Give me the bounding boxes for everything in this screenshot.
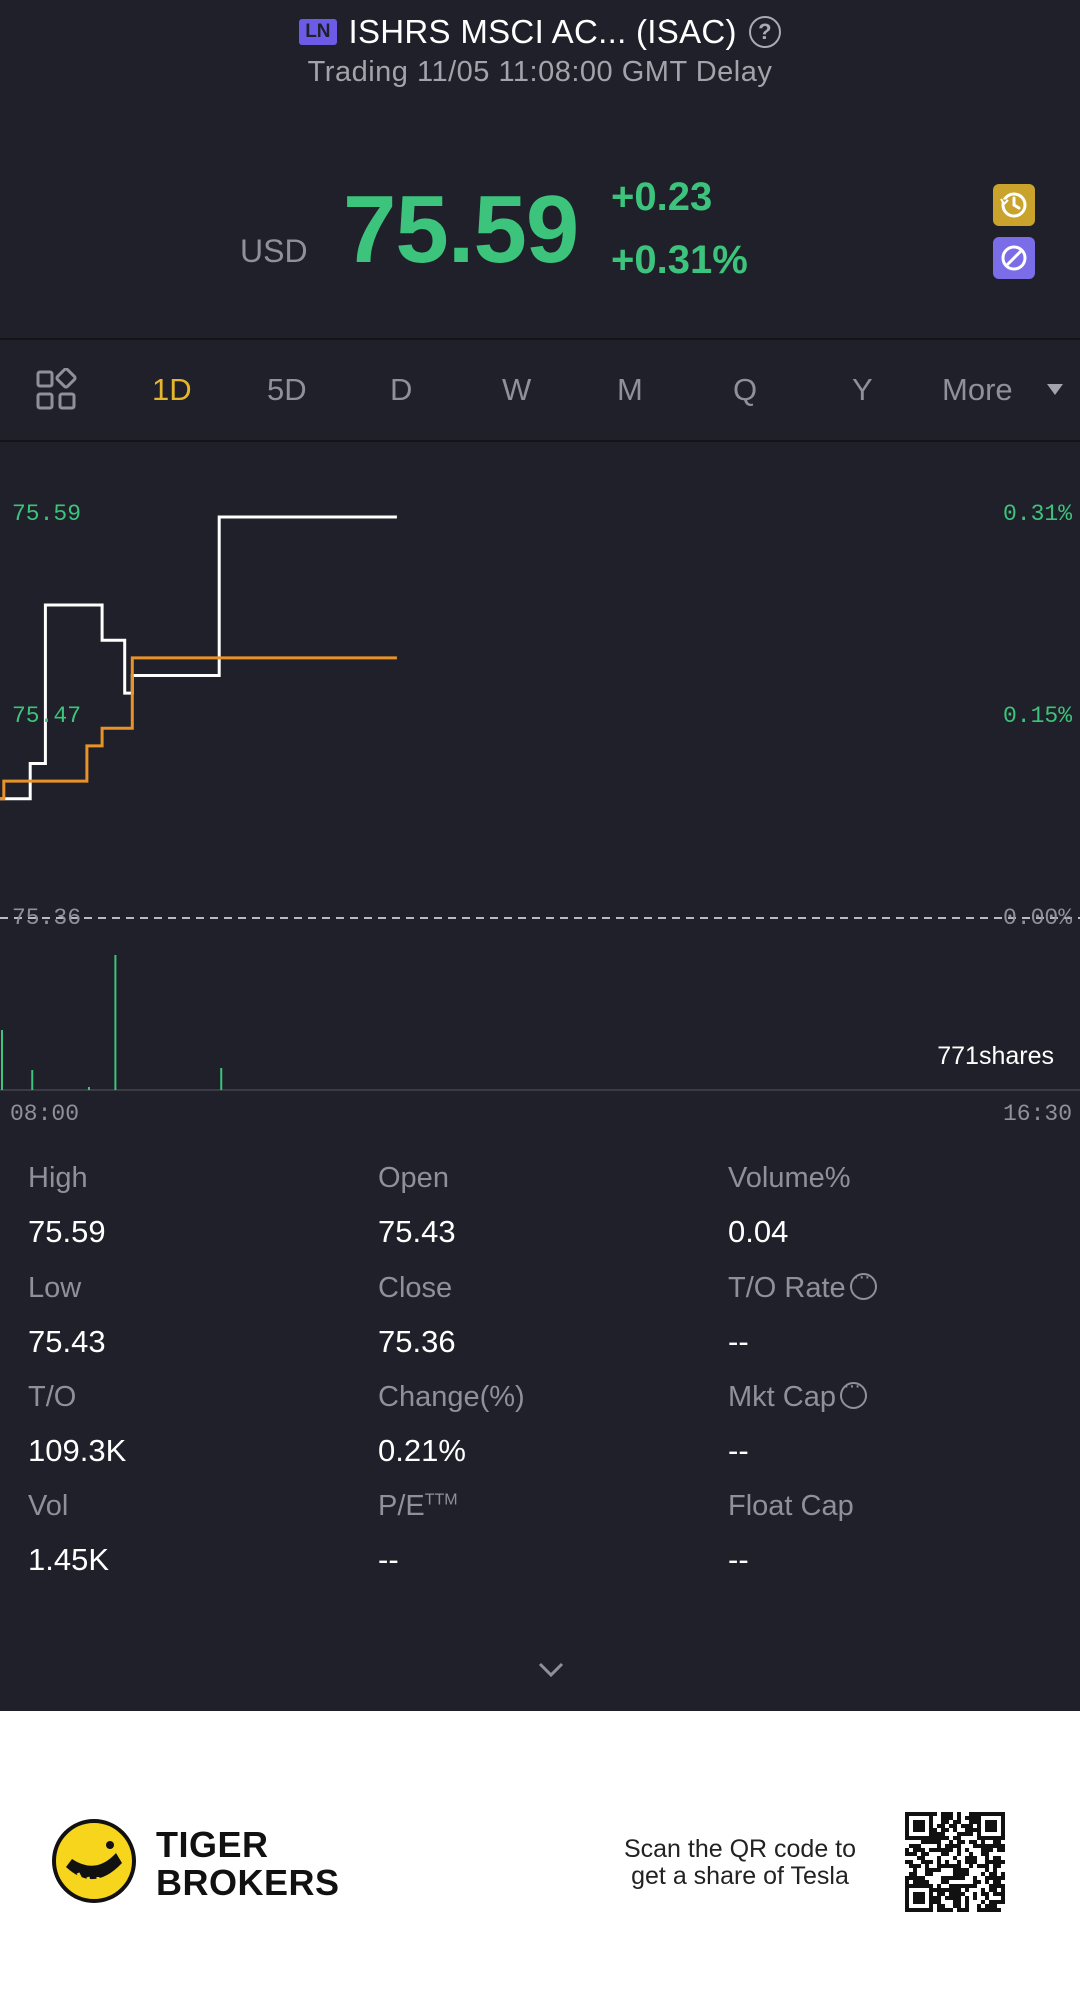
stat-label-text: T/O Rate [728,1272,846,1304]
tab-d[interactable]: D [390,372,413,407]
promo-line-1: Scan the QR code to [623,1835,857,1863]
stat-label-text: Close [378,1272,453,1304]
y-tick-left: 75.59 [12,501,81,527]
brand-line-1: TIGER [156,1824,269,1865]
x-tick-start: 08:00 [10,1101,79,1127]
stat-label: T/O [28,1381,76,1414]
currency-label: USD [240,233,308,269]
stat-label: Volume% [728,1162,851,1195]
stat-label-text: P/E [378,1490,425,1522]
history-clock-icon[interactable] [993,184,1035,226]
promo-footer [0,1711,1080,2013]
tab-5d[interactable]: 5D [267,372,307,407]
stat-label: Mkt Cap [728,1375,867,1414]
trading-status: Trading 11/05 11:08:00 GMT Delay [307,56,773,88]
grid-layout-icon[interactable] [34,367,78,412]
tab-more[interactable]: More [942,372,1013,407]
divider [0,440,1080,442]
stat-value: -- [728,1433,749,1468]
y-tick-right: 0.31% [1003,501,1072,527]
stat-value: 75.59 [28,1214,106,1249]
stat-label: High [28,1162,88,1195]
stat-label: Change(%) [378,1381,525,1414]
qr-code [905,1812,1005,1912]
stat-value: 0.04 [728,1214,789,1249]
stat-value: 75.36 [378,1324,456,1359]
stat-label-sup: TTM [424,1491,458,1509]
x-tick-end: 16:30 [1003,1101,1072,1127]
stat-value: -- [378,1542,399,1577]
stock-title[interactable]: ISHRS MSCI AC... (ISAC) [348,13,737,50]
stat-label-text: T/O [28,1381,77,1413]
tab-y[interactable]: Y [852,372,873,407]
brand-name: TIGER BROKERS [156,1826,340,1902]
tab-q[interactable]: Q [733,372,758,407]
stat-label-text: High [28,1162,88,1194]
more-info-icon[interactable] [849,1266,877,1300]
stat-value: -- [728,1324,749,1359]
caret-down-icon[interactable] [1047,384,1063,395]
stat-label: Float Cap [728,1490,854,1523]
stat-label: Vol [28,1490,68,1523]
stat-value: 109.3K [28,1433,127,1468]
stat-value: 1.45K [28,1542,110,1577]
average-line [0,656,397,801]
promo-line-2: get a share of Tesla [631,1862,849,1890]
question-icon[interactable]: ? [748,16,781,48]
stat-label-text: Volume% [728,1162,851,1194]
tab-1d[interactable]: 1D [152,372,192,407]
y-tick-right: 0.00% [1003,905,1072,931]
stat-label-text: Float Cap [728,1490,854,1522]
stat-value: 75.43 [28,1324,106,1359]
tab-w[interactable]: W [502,372,532,407]
stat-value: -- [728,1542,749,1577]
stat-label: Low [28,1272,81,1305]
stat-label: Close [378,1272,452,1305]
promo-text: Scan the QR code to get a share of Tesla [590,1836,890,1890]
brand-line-2: BROKERS [156,1862,340,1903]
stat-label-text: Open [378,1162,449,1194]
market-badge: LN [299,19,337,45]
more-info-icon[interactable] [839,1375,867,1409]
tiger-logo [52,1819,136,1903]
stat-label-text: Mkt Cap [728,1381,836,1413]
stat-value: 0.21% [378,1433,466,1468]
stat-label: T/O Rate [728,1266,877,1305]
price-change: +0.23 [611,175,713,219]
stat-label: P/ETTM [378,1490,458,1523]
tab-m[interactable]: M [617,372,643,407]
price-line [0,515,397,801]
y-tick-right: 0.15% [1003,703,1072,729]
chevron-down-icon[interactable] [537,1655,565,1683]
volume-label: 771shares [937,1042,1054,1070]
y-tick-left: 75.36 [12,905,81,931]
prohibited-icon[interactable] [993,237,1035,279]
title-row: LN ISHRS MSCI AC... (ISAC) ? [0,10,1080,54]
last-price: 75.59 [343,176,579,283]
stat-label-text: Change(%) [378,1381,525,1413]
stat-label-text: Low [28,1272,82,1304]
y-tick-left: 75.47 [12,703,81,729]
stat-label-text: Vol [28,1490,69,1522]
price-change-percent: +0.31% [611,238,748,282]
stat-value: 75.43 [378,1214,456,1249]
divider [0,338,1080,340]
intraday-chart[interactable]: 75.59 75.47 75.36 0.31% 0.15% 0.00% 08:00 16:30… [0,440,1080,1140]
stat-label: Open [378,1162,449,1195]
